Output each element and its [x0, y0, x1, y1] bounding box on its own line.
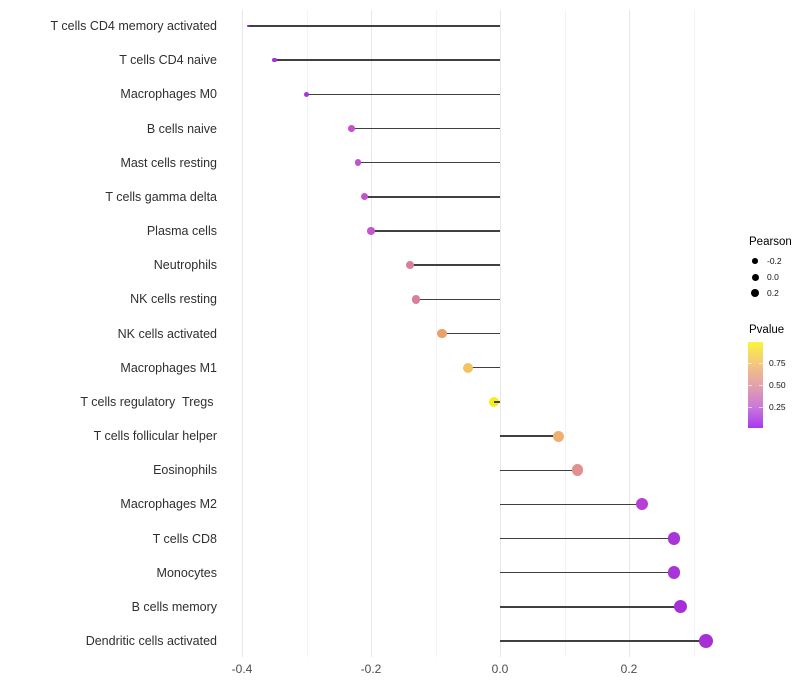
pvalue-gradient-tick [748, 363, 752, 364]
pvalue-gradient-label: 0.25 [769, 402, 786, 412]
y-axis-label: T cells CD4 naive [119, 53, 217, 68]
lollipop-stem [467, 367, 500, 369]
y-axis-label: T cells regulatory Tregs [80, 394, 217, 409]
lollipop-stem [500, 537, 675, 540]
gridline-minor-x [564, 10, 566, 657]
y-axis-label: T cells follicular helper [93, 429, 217, 444]
y-axis-label: Macrophages M2 [120, 497, 217, 512]
gridline-major-x [371, 10, 372, 657]
y-axis-label: Neutrophils [153, 258, 217, 273]
lollipop-stem [416, 298, 500, 301]
pvalue-gradient-tick [759, 407, 763, 408]
y-axis-label: Eosinophils [153, 463, 217, 478]
y-axis-label: T cells CD4 memory activated [50, 19, 218, 33]
pearson-legend-label: -0.2 [767, 256, 782, 266]
lollipop-stem [371, 230, 500, 232]
x-axis-tick-label: 0.0 [491, 662, 509, 676]
y-axis-label: Mast cells resting [120, 155, 217, 170]
y-axis-label: Macrophages M0 [120, 87, 217, 102]
lollipop-stem [306, 93, 500, 96]
pearson-legend-dot [751, 273, 759, 281]
lollipop-dot [699, 634, 714, 649]
gridline-major-x [242, 10, 243, 657]
lollipop-stem [500, 503, 642, 506]
y-axis-label: B cells memory [131, 599, 217, 614]
lollipop-dot [571, 464, 584, 476]
y-axis-label: Monocytes [156, 565, 217, 580]
lollipop-stem [364, 196, 500, 198]
lollipop-dot [462, 362, 473, 373]
lollipop-stem [500, 435, 559, 437]
x-axis-tick-label: -0.4 [231, 662, 253, 676]
pearson-legend-dot [752, 258, 758, 264]
x-axis-tick-label: -0.2 [360, 662, 382, 676]
gridline-major-x [500, 10, 501, 657]
lollipop-stem [358, 161, 500, 164]
lollipop-dot [667, 566, 681, 579]
lollipop-dot [348, 125, 356, 132]
gridline-minor-x [435, 10, 437, 657]
lollipop-dot [437, 328, 447, 339]
gridline-minor-x [693, 10, 695, 657]
pearson-legend-label: 0.2 [767, 288, 779, 298]
lollipop-dot [303, 91, 310, 98]
y-axis-label: NK cells activated [117, 326, 217, 341]
y-axis-label: Macrophages M1 [120, 360, 217, 375]
lollipop-stem [248, 25, 500, 27]
pvalue-gradient-label: 0.50 [769, 380, 786, 390]
pvalue-gradient-label: 0.75 [769, 358, 786, 368]
y-axis-label: B cells naive [146, 121, 217, 136]
lollipop-dot [367, 227, 375, 235]
pvalue-gradient-tick [748, 385, 752, 386]
lollipop-stem [500, 469, 578, 471]
gridline-major-x [629, 10, 630, 657]
pvalue-gradient-tick [748, 407, 752, 408]
y-axis-label: T cells gamma delta [105, 189, 217, 204]
lollipop-dot [354, 159, 362, 167]
lollipop-stem [500, 606, 681, 608]
pvalue-gradient-tick [759, 385, 763, 386]
y-axis-label: T cells CD8 [152, 531, 217, 546]
lollipop-stem [409, 264, 500, 266]
x-axis-tick-label: 0.2 [620, 662, 638, 676]
pvalue-gradient-tick [759, 363, 763, 364]
gridline-minor-x [306, 10, 308, 657]
lollipop-dot [405, 260, 414, 270]
lollipop-stem [493, 401, 500, 403]
lollipop-stem [500, 572, 675, 574]
lollipop-dot [667, 532, 681, 545]
pearson-legend-title: Pearson [749, 236, 792, 248]
lollipop-stem [351, 127, 500, 130]
lollipop-dot [635, 498, 648, 511]
lollipop-stem [274, 59, 500, 61]
lollipop-dot [411, 295, 421, 304]
lollipop-dot [271, 57, 277, 63]
lollipop-dot [361, 193, 369, 201]
y-axis-label: Dendritic cells activated [85, 634, 217, 649]
lollipop-dot [552, 430, 564, 442]
y-axis-label: NK cells resting [130, 292, 217, 307]
y-axis-label: Plasma cells [146, 224, 217, 239]
lollipop-stem [500, 640, 707, 642]
pearson-legend-label: 0.0 [767, 272, 779, 282]
lollipop-dot [674, 600, 688, 614]
lollipop-dot [247, 24, 250, 28]
pvalue-legend-title: Pvalue [749, 324, 785, 336]
lollipop-stem [441, 332, 500, 335]
pearson-legend-dot [750, 288, 760, 298]
